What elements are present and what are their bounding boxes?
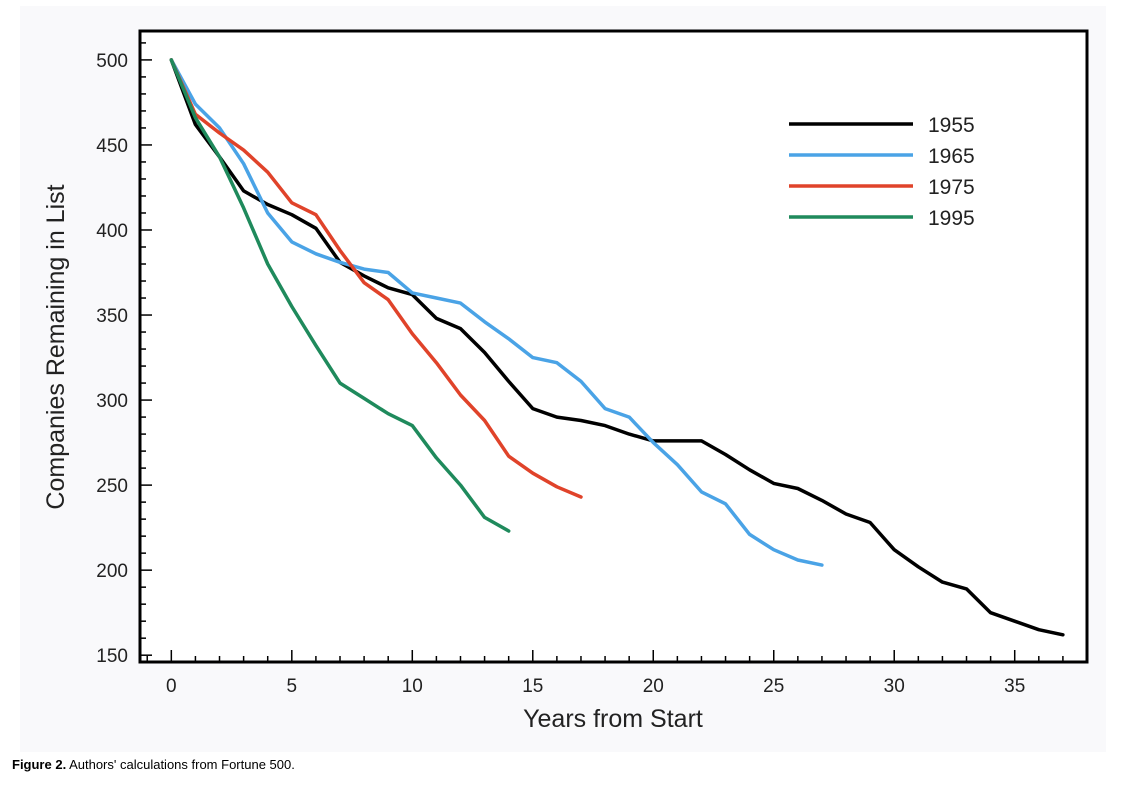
y-tick-label: 300: [96, 391, 128, 412]
series-line-1995: [169, 58, 511, 533]
y-axis-title: Companies Remaining in List: [42, 184, 70, 509]
y-tick-label: 500: [96, 51, 128, 72]
series-line-1975: [169, 58, 583, 499]
x-tick-label: 10: [402, 676, 423, 697]
y-tick-label: 150: [96, 646, 128, 667]
x-tick-label: 25: [763, 676, 784, 697]
x-tick-label: 20: [643, 676, 664, 697]
legend-label: 1955: [928, 114, 975, 137]
y-tick-label: 400: [96, 221, 128, 242]
plot-frame: [138, 29, 1089, 664]
legend-label: 1975: [928, 176, 975, 199]
figure-caption: Figure 2. Authors' calculations from For…: [12, 757, 295, 772]
series-line-1965: [169, 58, 824, 567]
legend-label: 1965: [928, 145, 975, 168]
x-tick-label: 0: [166, 676, 177, 697]
y-tick-label: 200: [96, 561, 128, 582]
y-tick-label: 450: [96, 136, 128, 157]
y-tick-label: 250: [96, 476, 128, 497]
legend-label: 1995: [928, 207, 975, 230]
caption-label: Figure 2.: [12, 757, 67, 772]
x-tick-label: 30: [884, 676, 905, 697]
x-axis-title: Years from Start: [523, 705, 703, 733]
series-line-1955: [169, 58, 1065, 637]
x-tick-label: 35: [1004, 676, 1025, 697]
caption-text: Authors' calculations from Fortune 500.: [66, 757, 295, 772]
x-tick-label: 15: [522, 676, 543, 697]
x-tick-label: 5: [287, 676, 298, 697]
y-tick-label: 350: [96, 306, 128, 327]
